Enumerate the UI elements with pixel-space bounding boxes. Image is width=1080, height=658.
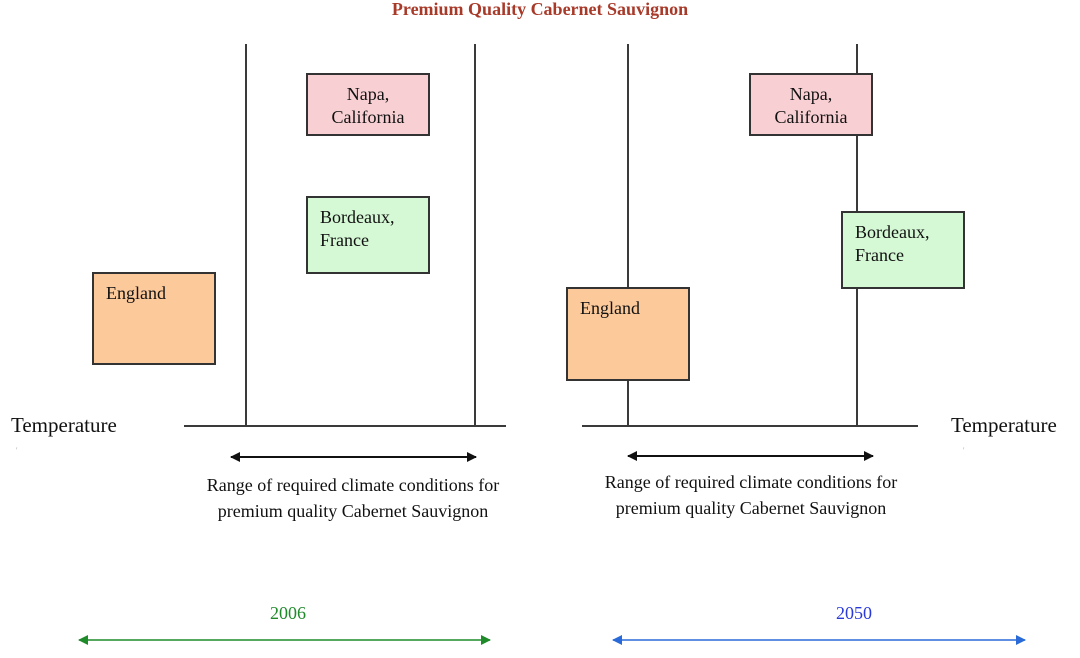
range-left-boundary-line [245,44,247,426]
bordeaux-france-box: Bordeaux, France [841,211,965,289]
england-box: England [566,287,690,381]
napa-label-line1: Napa, [346,84,390,104]
year-label-2050: 2050 [836,603,872,623]
napa-label-line2: California [331,107,405,127]
stray-mark: ' [16,446,18,455]
diagram-title: Premium Quality Cabernet Sauvignon [391,0,689,19]
england-box: England [92,272,216,365]
england-label: England [580,298,640,318]
range-right-boundary-line [474,44,476,426]
napa-label-line1: Napa, [789,84,833,104]
bordeaux-label-line2: France [855,245,904,265]
bordeaux-france-box: Bordeaux, France [306,196,430,274]
temperature-axis-label: Temperature [951,413,1057,437]
range-description: Range of required climate conditions for… [604,472,898,518]
temperature-axis-label: Temperature [11,413,117,437]
stray-mark: ' [963,446,965,455]
temperature-axis-line [184,425,506,427]
bordeaux-label-line1: Bordeaux, [855,222,930,242]
napa-california-box: Napa, California [749,73,873,136]
year-label-2006: 2006 [270,603,306,623]
range-left-boundary-line [627,44,629,426]
bordeaux-label-line1: Bordeaux, [320,207,395,227]
temperature-axis-line [582,425,918,427]
napa-label-line2: California [774,107,848,127]
england-label: England [106,283,166,303]
napa-california-box: Napa, California [306,73,430,136]
range-description: Range of required climate conditions for… [206,475,500,521]
bordeaux-label-line2: France [320,230,369,250]
